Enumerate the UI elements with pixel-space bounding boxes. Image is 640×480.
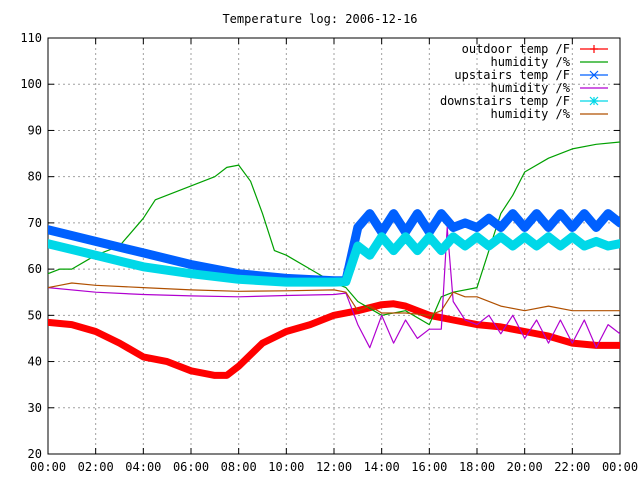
legend-marker — [589, 70, 599, 80]
y-tick-label: 90 — [28, 123, 42, 137]
y-tick-label: 80 — [28, 170, 42, 184]
y-tick-label: 110 — [20, 31, 42, 45]
x-tick-label: 00:00 — [30, 460, 66, 474]
x-tick-label: 04:00 — [125, 460, 161, 474]
x-tick-label: 06:00 — [173, 460, 209, 474]
legend-label: outdoor temp /F — [462, 42, 570, 56]
x-tick-label: 22:00 — [554, 460, 590, 474]
chart-title: Temperature log: 2006-12-16 — [222, 12, 418, 26]
x-tick-label: 00:00 — [602, 460, 638, 474]
x-tick-label: 18:00 — [459, 460, 495, 474]
x-tick-label: 02:00 — [78, 460, 114, 474]
y-tick-label: 30 — [28, 401, 42, 415]
y-tick-label: 20 — [28, 447, 42, 461]
y-tick-label: 60 — [28, 262, 42, 276]
legend-label: humidity /% — [491, 55, 571, 69]
x-tick-label: 14:00 — [364, 460, 400, 474]
series-line-6 — [48, 282, 620, 316]
x-tick-label: 10:00 — [268, 460, 304, 474]
y-tick-label: 40 — [28, 355, 42, 369]
x-tick-label: 12:00 — [316, 460, 352, 474]
x-tick-label: 20:00 — [507, 460, 543, 474]
legend-label: downstairs temp /F — [440, 94, 570, 108]
x-tick-label: 08:00 — [221, 460, 257, 474]
legend-label: upstairs temp /F — [454, 68, 570, 82]
legend-marker — [590, 45, 598, 53]
series-line-1 — [48, 300, 620, 379]
series-line-4 — [48, 226, 620, 349]
legend-label: humidity /% — [491, 107, 571, 121]
y-tick-label: 70 — [28, 216, 42, 230]
series-line-5 — [48, 232, 620, 287]
legend-marker — [589, 96, 599, 106]
y-tick-label: 100 — [20, 77, 42, 91]
y-tick-label: 50 — [28, 308, 42, 322]
x-tick-label: 16:00 — [411, 460, 447, 474]
legend-label: humidity /% — [491, 81, 571, 95]
